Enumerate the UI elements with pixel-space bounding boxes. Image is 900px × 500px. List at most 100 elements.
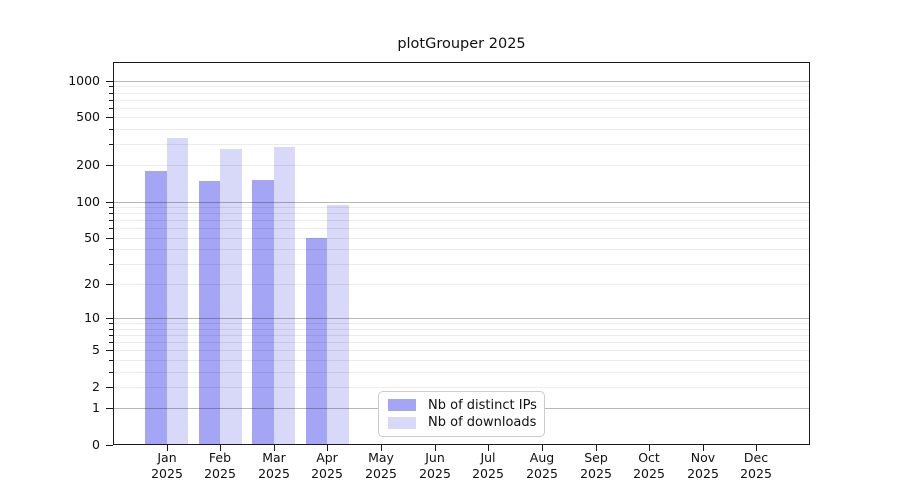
year-label: 2025: [526, 465, 558, 481]
x-tick-mark-sep: [596, 445, 597, 451]
y-tick-label-50: 50: [84, 230, 100, 245]
year-label: 2025: [580, 465, 612, 481]
minor-gridline-900: [114, 86, 809, 87]
y-tick-label-200: 200: [76, 157, 100, 172]
minor-gridline-8: [114, 329, 809, 330]
bar-nb-of-distinct-ips-feb: [198, 181, 221, 444]
grid-layer: [113, 62, 810, 445]
legend-swatch-1: [388, 416, 416, 429]
y-tick-label-1: 1: [92, 400, 100, 415]
bar-nb-of-downloads-jan: [166, 137, 189, 444]
legend-swatch-0: [388, 399, 416, 412]
y-tick-mark-100: [106, 202, 113, 203]
year-label: 2025: [687, 465, 719, 481]
minor-gridline-40: [114, 249, 809, 250]
minor-gridline-400: [114, 129, 809, 130]
decade-gridline-100: [114, 202, 809, 203]
minor-gridline-300: [114, 144, 809, 145]
month-label: Sep: [584, 450, 608, 465]
y-tick-label-20: 20: [84, 276, 100, 291]
y-minor-tick-mark-6: [109, 342, 113, 343]
x-tick-label-may: May 2025: [353, 450, 409, 481]
x-tick-mark-apr: [327, 445, 328, 451]
y-tick-mark-50: [106, 238, 113, 239]
plot-area: [113, 62, 810, 445]
bar-nb-of-downloads-mar: [273, 147, 296, 444]
legend-label-0: Nb of distinct IPs: [428, 397, 537, 413]
minor-gridline-700: [114, 100, 809, 101]
legend-row-1: Nb of downloads: [388, 415, 536, 430]
month-label: Nov: [690, 450, 716, 465]
x-tick-label-oct: Oct 2025: [621, 450, 677, 481]
month-label: Jan: [157, 450, 177, 465]
x-tick-label-aug: Aug 2025: [514, 450, 570, 481]
decade-gridline-10: [114, 318, 809, 319]
year-label: 2025: [365, 465, 397, 481]
bar-nb-of-downloads-apr: [327, 205, 349, 444]
x-tick-mark-jan: [167, 445, 168, 451]
minor-gridline-30: [114, 264, 809, 265]
minor-gridline-20: [114, 284, 809, 285]
y-tick-mark-0: [106, 445, 113, 446]
minor-gridline-800: [114, 93, 809, 94]
x-tick-mark-aug: [542, 445, 543, 451]
month-label: Oct: [638, 450, 660, 465]
x-tick-mark-feb: [220, 445, 221, 451]
y-minor-tick-mark-900: [109, 86, 113, 87]
x-tick-mark-jun: [435, 445, 436, 451]
minor-gridline-500: [114, 117, 809, 118]
x-tick-label-mar: Mar 2025: [246, 450, 302, 481]
y-tick-mark-20: [106, 284, 113, 285]
month-label: Feb: [208, 450, 232, 465]
year-label: 2025: [419, 465, 451, 481]
year-label: 2025: [740, 465, 772, 481]
y-minor-tick-mark-600: [109, 108, 113, 109]
y-tick-mark-5: [106, 350, 113, 351]
minor-gridline-200: [114, 165, 809, 166]
month-label: Aug: [529, 450, 555, 465]
year-label: 2025: [472, 465, 504, 481]
y-minor-tick-mark-90: [109, 207, 113, 208]
minor-gridline-4: [114, 360, 809, 361]
y-minor-tick-mark-40: [109, 249, 113, 250]
y-minor-tick-mark-400: [109, 129, 113, 130]
x-tick-mark-dec: [756, 445, 757, 451]
y-minor-tick-mark-70: [109, 220, 113, 221]
y-tick-label-2: 2: [92, 379, 100, 394]
minor-gridline-5: [114, 350, 809, 351]
minor-gridline-3: [114, 372, 809, 373]
y-tick-mark-2: [106, 387, 113, 388]
x-tick-label-dec: Dec 2025: [728, 450, 784, 481]
y-tick-label-1000: 1000: [68, 73, 100, 88]
x-tick-label-nov: Nov 2025: [675, 450, 731, 481]
y-tick-mark-1: [106, 408, 113, 409]
bar-nb-of-downloads-feb: [220, 149, 242, 444]
minor-gridline-6: [114, 342, 809, 343]
decade-gridline-1000: [114, 81, 809, 82]
month-label: Dec: [743, 450, 769, 465]
minor-gridline-60: [114, 228, 809, 229]
year-label: 2025: [633, 465, 665, 481]
x-tick-label-apr: Apr 2025: [299, 450, 355, 481]
y-tick-mark-10: [106, 318, 113, 319]
y-minor-tick-mark-700: [109, 100, 113, 101]
y-minor-tick-mark-60: [109, 228, 113, 229]
y-tick-label-10: 10: [84, 310, 100, 325]
minor-gridline-80: [114, 213, 809, 214]
y-tick-label-5: 5: [92, 342, 100, 357]
y-tick-label-500: 500: [76, 109, 100, 124]
y-minor-tick-mark-80: [109, 213, 113, 214]
minor-gridline-70: [114, 220, 809, 221]
minor-gridline-7: [114, 335, 809, 336]
x-tick-mark-may: [381, 445, 382, 451]
bars-layer: [113, 62, 810, 445]
y-minor-tick-mark-9: [109, 323, 113, 324]
bar-nb-of-distinct-ips-mar: [252, 180, 274, 444]
x-tick-label-jan: Jan 2025: [139, 450, 195, 481]
month-label: Apr: [316, 450, 338, 465]
legend: Nb of distinct IPs Nb of downloads: [378, 391, 545, 437]
y-minor-tick-mark-800: [109, 93, 113, 94]
x-tick-mark-mar: [274, 445, 275, 451]
y-minor-tick-mark-300: [109, 144, 113, 145]
chart-title: plotGrouper 2025: [397, 36, 526, 52]
